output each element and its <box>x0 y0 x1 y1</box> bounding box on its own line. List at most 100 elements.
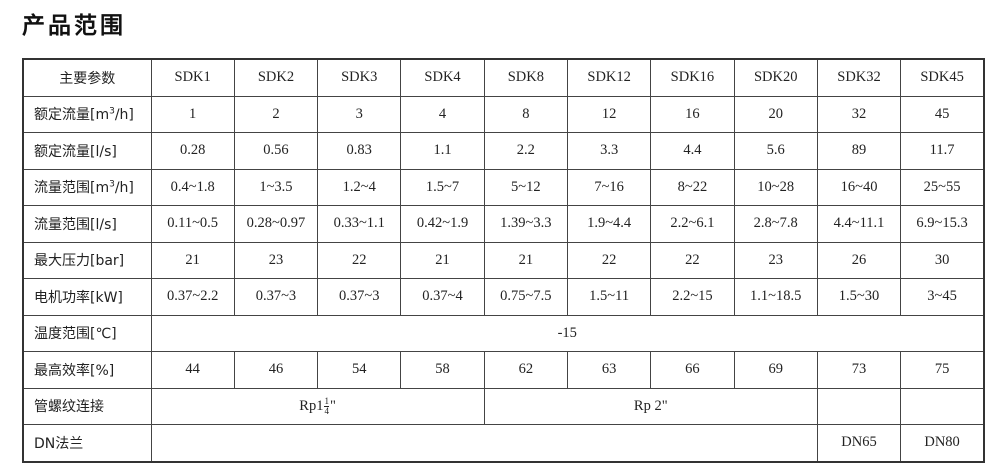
table-row: 流量范围[m3/h] 0.4~1.8 1~3.5 1.2~4 1.5~7 5~12 7~16… <box>22 168 985 206</box>
label-text: /h] <box>114 180 134 197</box>
table-cell: 3 <box>317 95 402 133</box>
row-label: 额定流量[l/s] <box>22 132 152 170</box>
merged-cell: -15 <box>150 314 985 352</box>
table-cell: 7~16 <box>566 168 652 206</box>
row-label: 流量范围[l/s] <box>22 205 152 243</box>
table-cell: 16 <box>650 95 735 133</box>
table-cell: 26 <box>816 241 902 279</box>
table-row: DN法兰 DN65 DN80 <box>22 424 985 462</box>
page-title: 产品范围 <box>22 13 126 39</box>
table-cell: 0.28~0.97 <box>233 205 319 243</box>
table-cell: 1.5~11 <box>566 278 652 316</box>
table-cell: 0.83 <box>317 132 402 170</box>
table-cell: 1.1~18.5 <box>733 278 818 316</box>
table-cell <box>816 387 902 425</box>
table-cell: 1.5~7 <box>400 168 485 206</box>
table-cell: 0.37~4 <box>400 278 485 316</box>
table-cell: 1.2~4 <box>317 168 402 206</box>
table-cell: 73 <box>816 351 902 389</box>
table-cell: 62 <box>483 351 568 389</box>
fraction-num: 1 <box>324 395 329 407</box>
column-header: SDK45 <box>900 58 985 97</box>
table-cell: 22 <box>317 241 402 279</box>
table-cell: 0.75~7.5 <box>483 278 568 316</box>
table-cell: 4.4~11.1 <box>816 205 902 243</box>
column-header: SDK1 <box>150 58 235 97</box>
table-cell: 0.4~1.8 <box>150 168 235 206</box>
column-header: SDK12 <box>566 58 652 97</box>
table-cell: 25~55 <box>900 168 985 206</box>
table-cell: 20 <box>733 95 818 133</box>
table-cell: 21 <box>400 241 485 279</box>
thread-sdk1-4: Rp1 1 4 " <box>150 387 485 425</box>
row-label: 温度范围[℃] <box>22 314 152 352</box>
label-text: /h] <box>114 107 134 124</box>
table-cell: 69 <box>733 351 818 389</box>
label-text: 流量范围[m <box>34 180 110 197</box>
table-cell: 23 <box>233 241 319 279</box>
table-cell: 1.1 <box>400 132 485 170</box>
table-cell: 0.42~1.9 <box>400 205 485 243</box>
label-sup: 3 <box>109 106 115 117</box>
table-cell: 2.2~6.1 <box>650 205 735 243</box>
table-cell: 2 <box>233 95 319 133</box>
column-header: SDK3 <box>317 58 402 97</box>
table-row: 电机功率[kW] 0.37~2.2 0.37~3 0.37~3 0.37~4 0.75~7… <box>22 278 985 316</box>
table-cell: 11.7 <box>900 132 985 170</box>
row-label: DN法兰 <box>22 424 152 462</box>
table-cell: 66 <box>650 351 735 389</box>
table-cell: 30 <box>900 241 985 279</box>
column-header: SDK2 <box>233 58 319 97</box>
table-cell: 3~45 <box>900 278 985 316</box>
table-cell: 4 <box>400 95 485 133</box>
table-cell: 3.3 <box>566 132 652 170</box>
column-header: SDK20 <box>733 58 818 97</box>
table-cell: 21 <box>483 241 568 279</box>
label-text: 额定流量[m <box>34 107 110 124</box>
table-cell: 6.9~15.3 <box>900 205 985 243</box>
table-cell: 4.4 <box>650 132 735 170</box>
column-header: SDK8 <box>483 58 568 97</box>
table-cell: 89 <box>816 132 902 170</box>
table-cell: 8~22 <box>650 168 735 206</box>
merged-cell <box>150 424 818 462</box>
table-row: 温度范围[℃] -15 <box>22 314 985 352</box>
table-cell: 22 <box>650 241 735 279</box>
row-label: 最大压力[bar] <box>22 241 152 279</box>
table-cell: 10~28 <box>733 168 818 206</box>
table-cell: 44 <box>150 351 235 389</box>
table-cell: 23 <box>733 241 818 279</box>
table-cell: 46 <box>233 351 319 389</box>
table-cell: 0.56 <box>233 132 319 170</box>
table-cell: 1.5~30 <box>816 278 902 316</box>
table-cell: 22 <box>566 241 652 279</box>
table-cell: 5~12 <box>483 168 568 206</box>
table-cell: 58 <box>400 351 485 389</box>
table-row: 最高效率[%] 44 46 54 58 62 63 66 69 73 75 <box>22 351 985 389</box>
table-cell: 63 <box>566 351 652 389</box>
column-header: SDK4 <box>400 58 485 97</box>
table-cell: 8 <box>483 95 568 133</box>
table-cell: DN65 <box>816 424 902 462</box>
product-range-table: 主要参数 SDK1 SDK2 SDK3 SDK4 SDK8 SDK12 SDK16 SDK20 S… <box>22 58 985 463</box>
table-cell: 1.9~4.4 <box>566 205 652 243</box>
table-cell: 45 <box>900 95 985 133</box>
table-cell: 12 <box>566 95 652 133</box>
table-cell: 21 <box>150 241 235 279</box>
table-cell <box>900 387 985 425</box>
thread-text: " <box>329 397 336 414</box>
row-label: 额定流量[m3/h] <box>22 95 152 133</box>
column-header: SDK32 <box>816 58 902 97</box>
header-row: 主要参数 SDK1 SDK2 SDK3 SDK4 SDK8 SDK12 SDK16 SDK20 S… <box>22 58 985 97</box>
table-cell: 0.33~1.1 <box>317 205 402 243</box>
table-row: 管螺纹连接 Rp1 1 4 " Rp 2" <box>22 387 985 425</box>
table-cell: 54 <box>317 351 402 389</box>
table-cell: 1.39~3.3 <box>483 205 568 243</box>
thread-text: Rp1 <box>299 397 324 414</box>
table-cell: 16~40 <box>816 168 902 206</box>
table-cell: 1 <box>150 95 235 133</box>
thread-sdk8-20: Rp 2" <box>483 387 818 425</box>
table-cell: 0.28 <box>150 132 235 170</box>
label-sup: 3 <box>109 179 115 190</box>
